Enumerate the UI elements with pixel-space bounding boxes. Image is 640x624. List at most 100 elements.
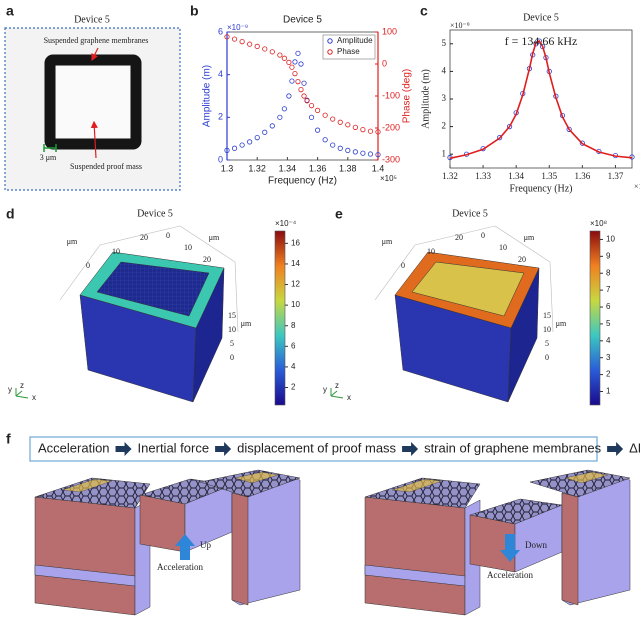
- data-point: [536, 38, 542, 44]
- axis-tick-label: 5: [545, 339, 549, 348]
- axis-box: [59, 225, 181, 301]
- colorbar-tick-label: 5: [606, 319, 611, 328]
- data-point: [352, 124, 358, 130]
- triad: [330, 388, 344, 399]
- y-tick-label: 4: [442, 65, 447, 75]
- y-multiplier: ×10⁻⁹: [450, 21, 470, 30]
- acceleration-label: Acceleration: [487, 570, 533, 580]
- flow-step: strain of graphene membranes: [424, 440, 602, 455]
- electrode: [234, 471, 279, 484]
- axis-unit: μm: [382, 237, 393, 246]
- chart-title: Device 5: [283, 15, 322, 26]
- data-point: [277, 114, 283, 120]
- data-point: [308, 114, 315, 120]
- annotation: f = 134.66 kHz: [505, 34, 578, 48]
- flow-step: Acceleration: [38, 440, 110, 455]
- proof-mass-top: [411, 261, 525, 317]
- direction-label: Down: [525, 540, 547, 550]
- axis-unit: μm: [556, 319, 567, 328]
- data-point: [292, 59, 298, 65]
- triad-label: x: [347, 393, 351, 402]
- colorbar-tick-label: 12: [291, 280, 300, 289]
- x-tick-label: 1.33: [475, 171, 491, 181]
- graphene-membrane: [199, 469, 301, 498]
- data-point: [231, 145, 238, 151]
- y2-tick-label: -200: [382, 122, 400, 132]
- colorbar-tick-label: 3: [606, 353, 611, 362]
- flow-step: displacement of proof mass: [237, 440, 396, 455]
- data-point: [352, 149, 358, 155]
- y2-axis-label: Phase (deg): [402, 69, 413, 123]
- data-point: [579, 140, 585, 146]
- graphene-membrane: [529, 469, 631, 498]
- x-tick-label: 1.32: [248, 163, 266, 173]
- substrate-face: [34, 496, 136, 616]
- data-point: [254, 43, 260, 50]
- data-point: [301, 93, 307, 99]
- panel-label: f: [6, 431, 11, 447]
- data-point: [308, 103, 315, 109]
- data-point: [247, 139, 253, 145]
- data-point: [314, 107, 321, 114]
- axis-tick-label: 0: [166, 231, 170, 240]
- axis-tick-label: 0: [401, 261, 405, 270]
- flow-arrow: [402, 442, 419, 456]
- y-axis-label: Amplitude (m): [420, 69, 431, 129]
- y-tick-label: 6: [218, 26, 223, 36]
- data-point: [239, 38, 245, 45]
- x-tick-label: 1.37: [608, 171, 624, 181]
- flow-step: ΔR: [629, 440, 640, 455]
- acceleration-arrow: [175, 534, 195, 560]
- axis-tick-label: 0: [545, 353, 549, 362]
- colorbar-tick-label: 6: [606, 302, 611, 311]
- y-axis-label: Amplitude (m): [202, 65, 213, 127]
- y-tick-label: 4: [218, 69, 223, 79]
- x-tick-label: 1.4: [372, 163, 385, 173]
- panel-label: b: [190, 3, 199, 19]
- substrate-face: [231, 492, 249, 606]
- data-point: [269, 49, 275, 55]
- colorbar: [274, 230, 286, 406]
- x-tick-label: 1.36: [309, 163, 327, 173]
- proof-mass: [56, 66, 130, 138]
- chart-title: Device 5: [523, 12, 559, 23]
- axis-tick-label: 10: [228, 325, 236, 334]
- data-point: [298, 61, 304, 67]
- colorbar-tick-label: 2: [291, 383, 296, 392]
- electrode: [564, 471, 609, 484]
- plot-frame: [449, 29, 633, 169]
- y-tick-label: 1: [442, 148, 447, 158]
- triad: [15, 388, 29, 399]
- data-point: [345, 147, 351, 153]
- axis-box: [374, 225, 496, 301]
- data-point: [301, 80, 307, 86]
- x-axis-label: Frequency (Hz): [509, 183, 572, 194]
- panel-title: Device 5: [137, 208, 173, 219]
- data-point: [269, 123, 275, 129]
- acceleration-arrow: [500, 534, 520, 562]
- x-tick-label: 1.35: [541, 171, 557, 181]
- axis-box: [179, 225, 239, 333]
- triad-label: z: [335, 381, 339, 390]
- annotation: Suspended graphene membranes: [44, 36, 149, 45]
- proof-mass-top: [96, 261, 210, 317]
- axis-tick-label: 20: [518, 255, 526, 264]
- data-point: [295, 79, 301, 85]
- triad-label: z: [20, 381, 24, 390]
- data-point: [262, 129, 268, 135]
- colorbar-tick-label: 8: [606, 268, 611, 277]
- triad-label: y: [323, 385, 327, 394]
- axis-tick-label: 15: [228, 311, 236, 320]
- flow-arrow: [215, 442, 232, 456]
- data-point: [262, 46, 268, 52]
- data-point: [286, 93, 292, 99]
- electrode: [391, 478, 443, 493]
- data-point: [375, 129, 381, 135]
- colorbar-tick-label: 4: [606, 336, 611, 345]
- data-point: [367, 128, 374, 134]
- data-point: [281, 106, 287, 112]
- data-point: [281, 55, 287, 61]
- data-point: [286, 59, 292, 66]
- axis-tick-label: 20: [140, 233, 148, 242]
